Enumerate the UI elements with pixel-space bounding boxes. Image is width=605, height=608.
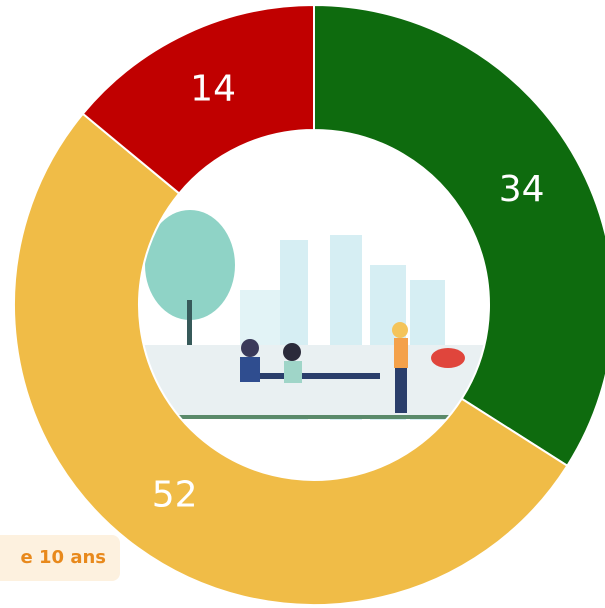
value-label: 52: [152, 475, 198, 516]
chart: 34 52 14: [0, 0, 605, 608]
value-label: 14: [190, 69, 236, 110]
page: 34 52 14 e 10 ans: [0, 0, 605, 608]
annotation: e 10 ans: [0, 535, 120, 581]
illustration: [140, 130, 490, 480]
value-label: 34: [499, 169, 545, 210]
